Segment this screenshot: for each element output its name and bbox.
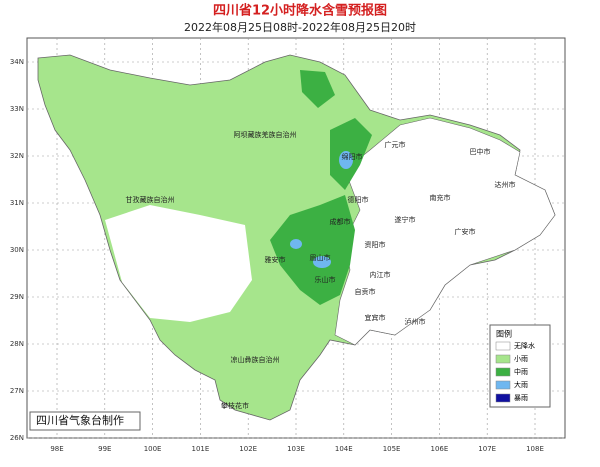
legend-label: 中雨 bbox=[514, 367, 528, 376]
legend-swatch bbox=[495, 341, 511, 351]
no-rain-southwest bbox=[105, 205, 252, 322]
lon-label: 102E bbox=[239, 445, 257, 453]
region-label: 乐山市 bbox=[315, 275, 336, 284]
lon-label: 107E bbox=[478, 445, 496, 453]
moderate-rain-patch bbox=[300, 70, 335, 108]
region-label: 遂宁市 bbox=[395, 215, 416, 224]
legend-swatch bbox=[495, 367, 511, 377]
lon-label: 108E bbox=[526, 445, 544, 453]
region-label: 泸州市 bbox=[405, 317, 426, 326]
legend-title: 图例 bbox=[496, 329, 512, 339]
footer: 四川省气象台制作 bbox=[36, 413, 124, 427]
subtitle: 2022年08月25日08时-2022年08月25日20时 bbox=[184, 20, 416, 34]
region-label: 自贡市 bbox=[355, 287, 376, 296]
region-label: 甘孜藏族自治州 bbox=[126, 195, 175, 204]
legend-label: 暴雨 bbox=[514, 394, 528, 402]
lon-label: 106E bbox=[431, 445, 449, 453]
lon-label: 103E bbox=[287, 445, 305, 453]
region-label: 雅安市 bbox=[265, 255, 286, 264]
lon-label: 105E bbox=[383, 445, 401, 453]
lat-label: 30N bbox=[10, 246, 24, 254]
legend-box bbox=[489, 324, 551, 408]
region-label: 广安市 bbox=[455, 227, 476, 236]
region-label: 攀枝花市 bbox=[221, 401, 249, 410]
lon-label: 100E bbox=[144, 445, 162, 453]
lat-label: 26N bbox=[10, 434, 24, 442]
region-label: 内江市 bbox=[370, 270, 391, 279]
region-label: 眉山市 bbox=[310, 253, 331, 262]
heavy-rain bbox=[290, 239, 302, 249]
lat-label: 27N bbox=[10, 387, 24, 395]
heavy-rain bbox=[313, 256, 331, 268]
legend-swatch bbox=[495, 393, 511, 403]
region-label: 阿坝藏族羌族自治州 bbox=[234, 130, 297, 139]
no-rain-east bbox=[334, 117, 556, 346]
region-label: 南充市 bbox=[430, 193, 451, 202]
region-label: 宜宾市 bbox=[365, 313, 386, 322]
lat-label: 29N bbox=[10, 293, 24, 301]
region-label: 绵阳市 bbox=[342, 152, 363, 161]
lon-label: 98E bbox=[50, 445, 63, 453]
lat-label: 34N bbox=[10, 58, 24, 66]
region-label: 凉山彝族自治州 bbox=[231, 355, 280, 364]
footer-box bbox=[29, 411, 141, 431]
lat-label: 28N bbox=[10, 340, 24, 348]
moderate-rain bbox=[270, 195, 355, 305]
region-label: 成都市 bbox=[330, 217, 351, 226]
legend-label: 无降水 bbox=[514, 341, 535, 350]
legend-label: 大雨 bbox=[514, 380, 528, 389]
region-label: 达州市 bbox=[495, 180, 516, 189]
lon-label: 104E bbox=[335, 445, 353, 453]
legend-swatch bbox=[495, 354, 511, 364]
region-label: 资阳市 bbox=[365, 240, 386, 249]
lon-label: 101E bbox=[192, 445, 210, 453]
lat-label: 32N bbox=[10, 152, 24, 160]
legend-swatch bbox=[495, 380, 511, 390]
legend-label: 小雨 bbox=[514, 354, 528, 363]
region-label: 巴中市 bbox=[470, 147, 491, 156]
region-label: 广元市 bbox=[385, 140, 406, 149]
title: 四川省12小时降水含雪预报图 bbox=[213, 3, 387, 19]
lon-label: 99E bbox=[98, 445, 111, 453]
region-label: 德阳市 bbox=[348, 195, 369, 204]
heavy-rain bbox=[339, 151, 353, 169]
lat-label: 33N bbox=[10, 105, 24, 113]
lat-label: 31N bbox=[10, 199, 24, 207]
